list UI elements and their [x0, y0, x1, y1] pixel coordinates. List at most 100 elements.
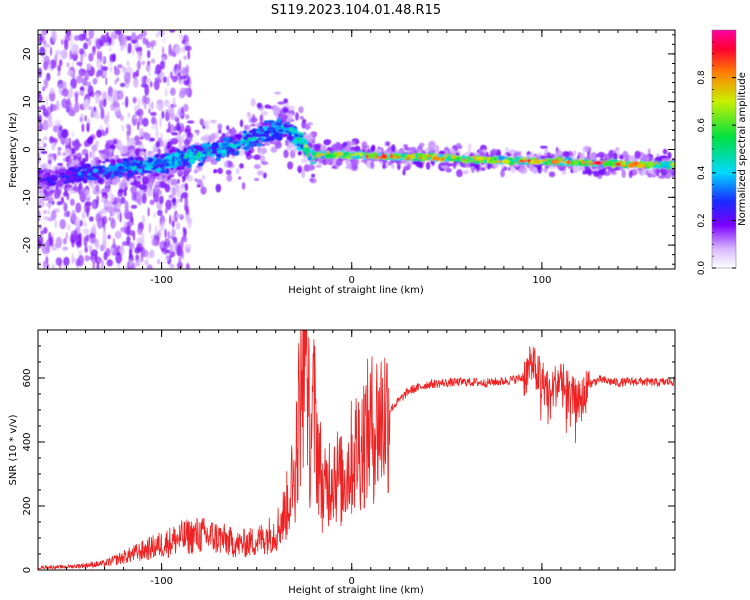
heatmap-cell	[136, 175, 141, 179]
heatmap-cell	[170, 71, 173, 79]
heatmap-cell	[350, 159, 358, 168]
heatmap-cell	[255, 128, 262, 132]
heatmap-cell	[168, 105, 173, 116]
heatmap-cell	[303, 164, 311, 172]
heatmap-cell	[435, 144, 439, 154]
heatmap-cell	[144, 96, 151, 105]
heatmap-cell	[139, 128, 144, 137]
heatmap-cell	[486, 162, 492, 170]
heatmap-cell	[101, 208, 106, 214]
heatmap-cell	[104, 172, 112, 179]
heatmap-cell	[67, 97, 71, 109]
heatmap-cell	[99, 50, 103, 62]
heatmap-cell	[196, 151, 201, 157]
heatmap-cell	[114, 105, 121, 117]
heatmap-cell	[182, 226, 186, 233]
heatmap-cell	[149, 137, 155, 142]
heatmap-cell	[242, 146, 250, 150]
heatmap-cell	[370, 145, 375, 152]
heatmap-cell	[38, 235, 44, 246]
heatmap-cell	[101, 149, 106, 155]
heatmap-cell	[114, 79, 117, 85]
heatmap-cell	[382, 162, 386, 170]
heatmap-cell	[365, 154, 369, 159]
heatmap-cell	[153, 159, 162, 166]
heatmap-cell	[545, 162, 549, 166]
heatmap-cell	[183, 147, 188, 152]
heatmap-cell	[154, 181, 160, 186]
heatmap-cell	[170, 178, 178, 186]
heatmap-cell	[80, 187, 87, 199]
heatmap-cell	[350, 141, 356, 146]
heatmap-cell	[155, 119, 158, 127]
heatmap-cell	[628, 155, 635, 159]
heatmap-cell	[75, 216, 81, 228]
heatmap-cell	[172, 197, 177, 206]
heatmap-cell	[335, 158, 343, 166]
heatmap-cell	[118, 181, 126, 191]
heatmap-cell	[258, 150, 263, 155]
heatmap-cell	[38, 106, 42, 111]
heatmap-cell	[159, 60, 165, 70]
heatmap-cell	[85, 37, 89, 42]
heatmap-cell	[184, 154, 190, 158]
heatmap-cell	[193, 144, 201, 150]
y-tick-label: 0	[22, 567, 33, 573]
heatmap-cell	[295, 136, 303, 142]
heatmap-cell	[107, 86, 114, 98]
heatmap-cell	[88, 179, 95, 188]
heatmap-cell	[366, 145, 370, 150]
heatmap-cell	[144, 133, 151, 141]
heatmap-cell	[178, 141, 183, 150]
heatmap-cell	[263, 130, 272, 135]
heatmap-cell	[61, 128, 68, 139]
heatmap-cell	[79, 48, 85, 55]
heatmap-cell	[147, 188, 153, 197]
heatmap-cell	[215, 131, 219, 140]
heatmap-cell	[167, 179, 172, 184]
heatmap-cell	[45, 256, 49, 265]
heatmap-cell	[86, 165, 90, 168]
heatmap-cell	[89, 151, 92, 158]
heatmap-cell	[125, 96, 129, 108]
heatmap-cell	[49, 236, 54, 247]
heatmap-cell	[42, 197, 50, 201]
heatmap-cell	[120, 44, 124, 52]
heatmap-cell	[56, 201, 63, 206]
heatmap-cell	[38, 94, 43, 103]
figure-title: S119.2023.104.01.48.R15	[271, 3, 441, 18]
heatmap-cell	[127, 42, 132, 54]
heatmap-cell	[307, 122, 314, 126]
heatmap-cell	[562, 151, 570, 157]
heatmap-cell	[661, 160, 667, 166]
heatmap-cell	[111, 193, 115, 203]
heatmap-cell	[182, 191, 189, 199]
heatmap-cell	[441, 157, 445, 161]
heatmap-cell	[89, 232, 96, 244]
heatmap-cell	[85, 84, 88, 92]
heatmap-cell	[197, 179, 203, 184]
heatmap-cell	[76, 61, 82, 66]
heatmap-cell	[63, 201, 67, 211]
heatmap-cell	[194, 178, 198, 182]
heatmap-cell	[310, 158, 317, 161]
heatmap-cell	[311, 173, 316, 178]
heatmap-cell	[140, 83, 147, 88]
heatmap-cell	[246, 143, 250, 148]
heatmap-cell	[109, 144, 116, 150]
heatmap-cell	[161, 167, 166, 171]
heatmap-cell	[147, 207, 150, 217]
heatmap-cell	[221, 142, 229, 148]
heatmap-cell	[235, 167, 240, 175]
heatmap-cell	[135, 177, 143, 182]
heatmap-cell	[425, 161, 431, 170]
heatmap-cell	[44, 43, 51, 48]
heatmap-cell	[134, 110, 141, 116]
heatmap-cell	[186, 120, 195, 124]
heatmap-cell	[218, 128, 222, 134]
heatmap-cell	[248, 142, 254, 148]
heatmap-cell	[65, 170, 73, 176]
heatmap-cell	[84, 115, 87, 122]
heatmap-cell	[165, 199, 172, 211]
heatmap-cell	[55, 184, 59, 191]
